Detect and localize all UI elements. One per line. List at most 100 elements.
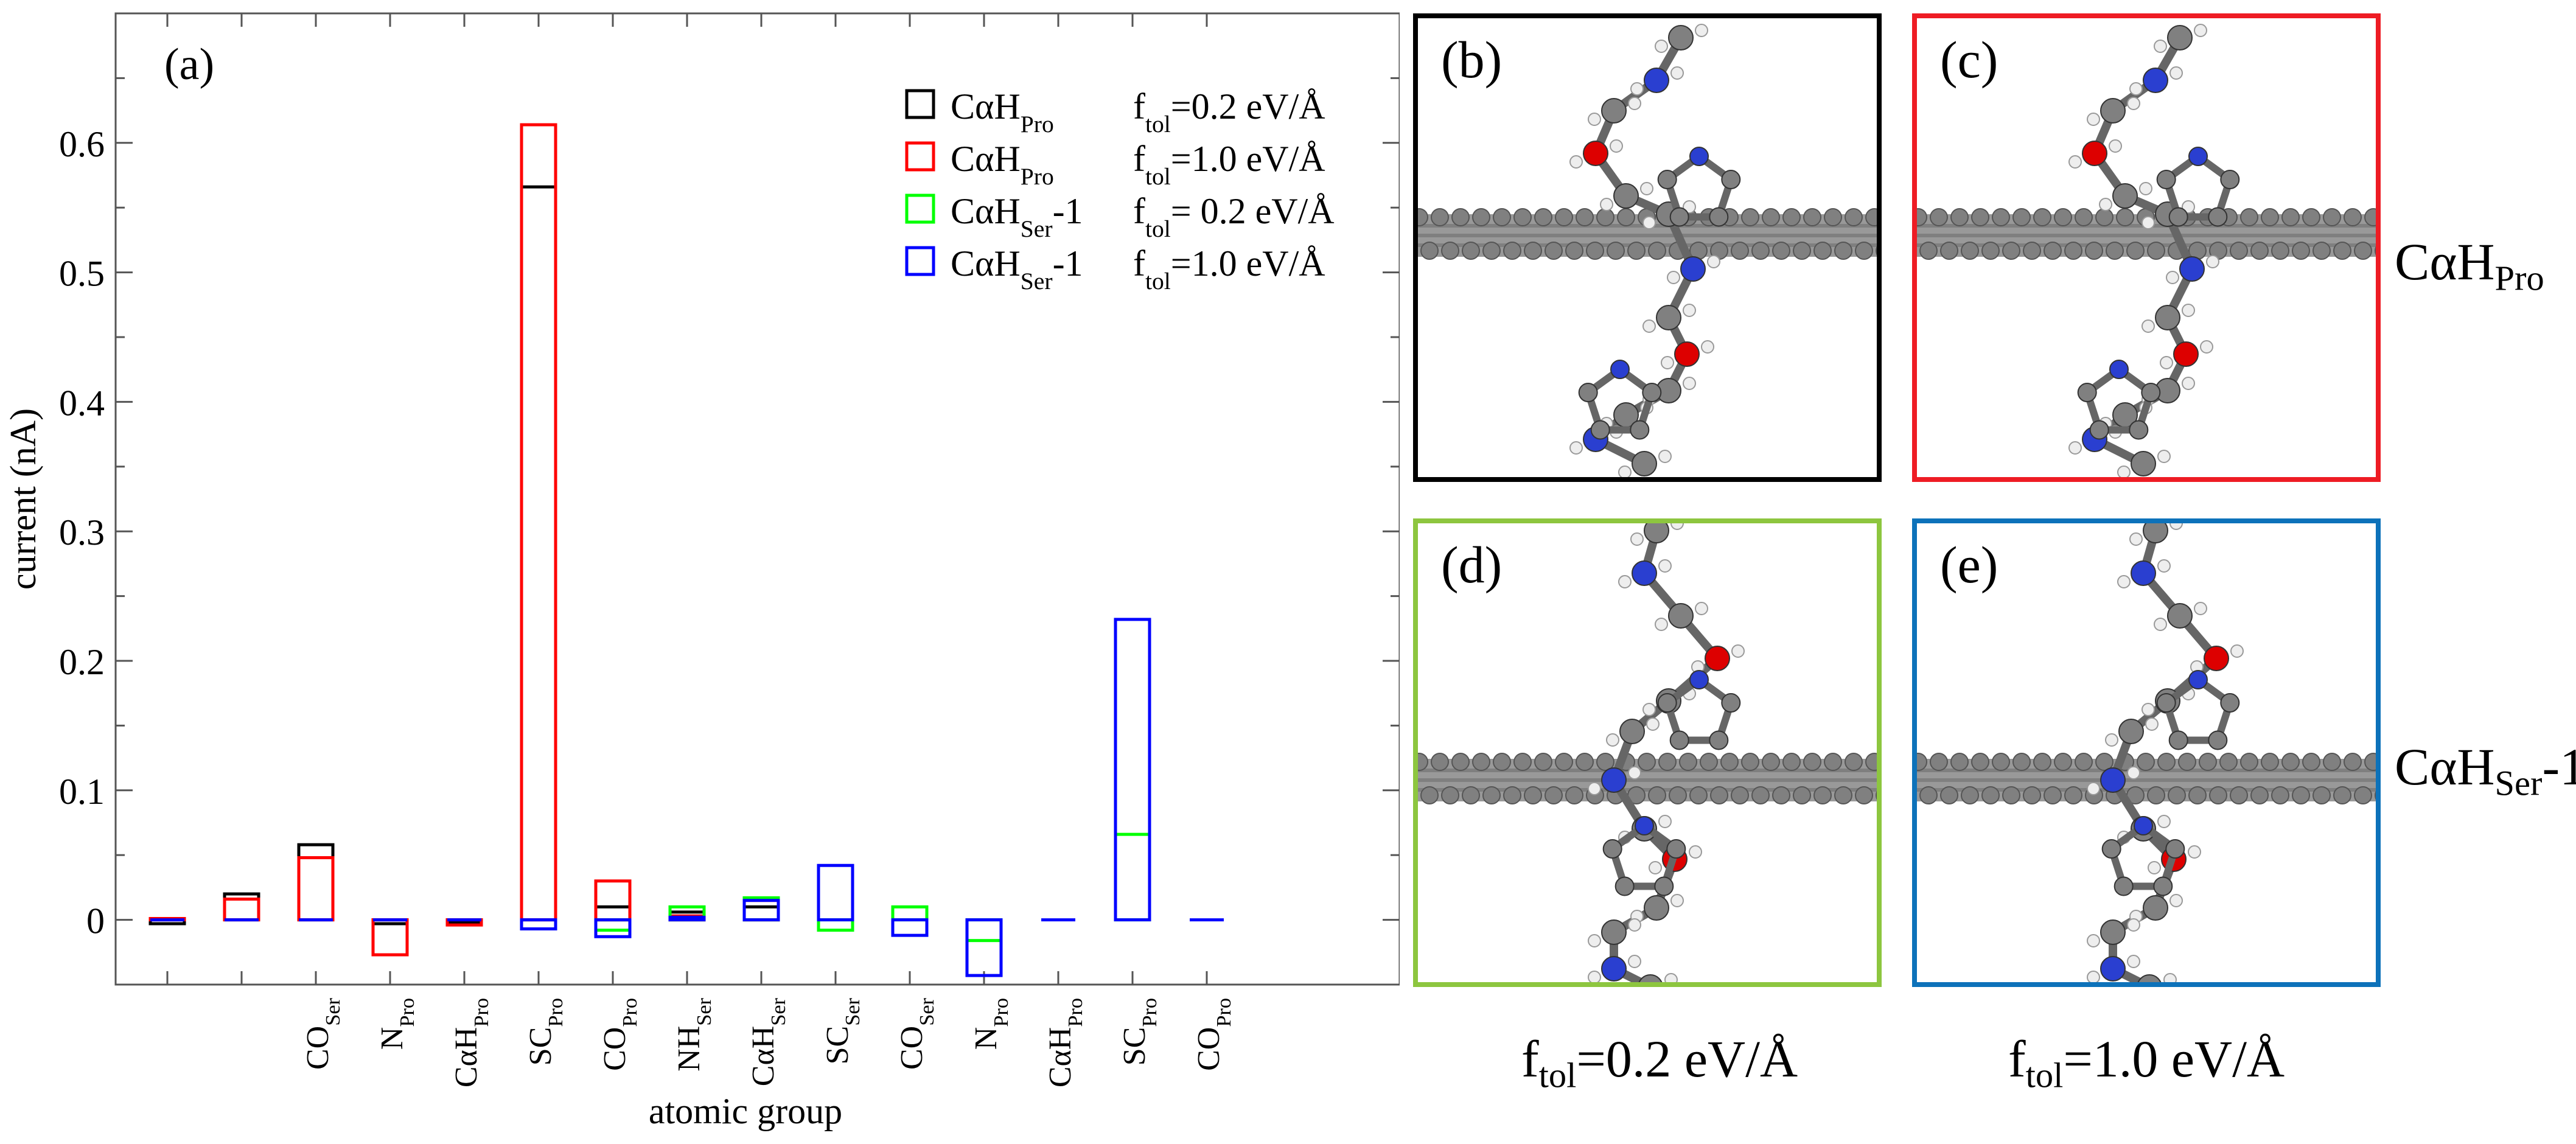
carbon-atom <box>1451 753 1470 771</box>
carbon-atom <box>2281 208 2300 226</box>
carbon-atom <box>2240 208 2258 226</box>
ring-atom <box>2168 207 2188 227</box>
bar-3-6 <box>594 918 632 938</box>
hydrogen-atom <box>2139 182 2152 195</box>
peptide-atom <box>2173 341 2199 367</box>
carbon-atom <box>2271 786 2289 804</box>
ring-atom <box>1709 730 1729 750</box>
peptide-atom <box>1668 25 1694 51</box>
peptide-atom <box>2100 956 2126 982</box>
ring-atom <box>1721 170 1741 190</box>
carbon-atom <box>1731 242 1749 260</box>
carbon-atom <box>2095 208 2114 226</box>
bar-2-11 <box>965 918 1003 943</box>
carbon-atom <box>1782 753 1801 771</box>
peptide-atom <box>1601 767 1627 793</box>
hydrogen-atom <box>1667 271 1680 284</box>
carbon-atom <box>1441 786 1459 804</box>
hydrogen-atom <box>1670 66 1684 80</box>
hydrogen-atom <box>1658 815 1672 828</box>
legend-swatch <box>905 89 935 119</box>
panel-label-e: (e) <box>1940 535 1998 594</box>
carbon-atom <box>1981 786 2000 804</box>
carbon-atom <box>1482 786 1501 804</box>
hydrogen-atom <box>1658 450 1672 463</box>
legend-label: CαHPro <box>951 86 1054 138</box>
carbon-atom <box>1845 753 1863 771</box>
carbon-atom <box>1565 786 1583 804</box>
carbon-atom <box>1565 242 1583 260</box>
carbon-atom <box>2054 753 2072 771</box>
hydrogen-atom <box>1661 356 1674 369</box>
ring-atom <box>2188 670 2208 689</box>
carbon-atom <box>1534 753 1552 771</box>
peptide-atom <box>2100 919 2126 945</box>
legend-ftol: ftol= 0.2 eV/Å <box>1133 191 1335 242</box>
carbon-atom <box>1803 753 1821 771</box>
carbon-atom <box>1462 242 1480 260</box>
ring-atom <box>2220 170 2240 190</box>
ring-atom <box>1657 170 1677 190</box>
carbon-atom <box>2095 753 2114 771</box>
carbon-atom <box>1930 208 1948 226</box>
ring-atom <box>2141 383 2161 403</box>
legend-swatch <box>905 141 935 172</box>
hydrogen-atom <box>2145 717 2159 731</box>
bar-2-9 <box>817 918 854 932</box>
panel-border <box>1912 13 2381 482</box>
carbon-atom <box>1513 208 1532 226</box>
hydrogen-atom <box>1683 200 1696 214</box>
carbon-atom <box>2033 753 2051 771</box>
ring-atom <box>1642 383 1662 403</box>
carbon-atom <box>2209 786 2227 804</box>
ring-atom <box>2188 147 2208 166</box>
carbon-atom <box>1710 786 1728 804</box>
hydrogen-atom <box>1658 559 1672 573</box>
hydrogen-atom <box>1655 40 1668 53</box>
carbon-atom <box>2354 242 2372 260</box>
x-tick-label: COPro <box>1192 998 1235 1071</box>
ring-atom <box>1709 207 1729 227</box>
hydrogen-atom <box>2109 139 2122 153</box>
carbon-atom <box>1793 786 1811 804</box>
peptide-atom <box>2118 719 2144 744</box>
legend-label: CαHSer-1 <box>951 243 1083 295</box>
molecule-drawing <box>1413 518 1882 987</box>
hydrogen-atom <box>1670 894 1684 907</box>
carbon-atom <box>1919 786 1938 804</box>
hydrogen-atom <box>1600 198 1613 211</box>
carbon-atom <box>1813 242 1832 260</box>
col-label-ftol-10-sub: tol <box>2025 1055 2064 1095</box>
y-tick-label: 0.2 <box>59 642 105 682</box>
carbon-atom <box>2250 242 2269 260</box>
carbon-atom <box>1940 242 1958 260</box>
peptide-atom <box>2204 646 2229 671</box>
carbon-atom <box>2302 753 2320 771</box>
carbon-atom <box>1793 242 1811 260</box>
panel-label-b: (b) <box>1441 30 1503 89</box>
hydrogen-atom <box>1646 717 1660 731</box>
hydrogen-atom <box>1569 441 1583 455</box>
peptide-atom <box>2131 560 2156 586</box>
legend-swatch <box>905 246 935 276</box>
ring-atom <box>2134 816 2153 835</box>
x-tick-label: CαHSer <box>746 997 790 1086</box>
bar-0-2 <box>297 843 335 922</box>
carbon-atom <box>1845 208 1863 226</box>
carbon-atom <box>1824 208 1842 226</box>
peptide-atom <box>1644 518 1669 543</box>
row-label-caser-main: CαH <box>2395 738 2495 796</box>
carbon-atom <box>1741 208 1759 226</box>
y-tick-label: 0.6 <box>59 124 105 164</box>
col-label-ftol-02-value: =0.2 eV/Å <box>1576 1030 1798 1088</box>
carbon-atom <box>1855 242 1873 260</box>
carbon-atom <box>2054 208 2072 226</box>
peptide-atom <box>1705 646 1730 671</box>
row-label-capro-main: CαH <box>2395 232 2495 291</box>
hydrogen-atom <box>2129 82 2143 96</box>
ring-atom <box>1669 730 1689 750</box>
hydrogen-atom <box>2169 66 2183 80</box>
structure-panel-d: (d) <box>1413 518 1882 987</box>
bar-3-11 <box>965 918 1003 977</box>
bar-3-8 <box>742 899 780 922</box>
